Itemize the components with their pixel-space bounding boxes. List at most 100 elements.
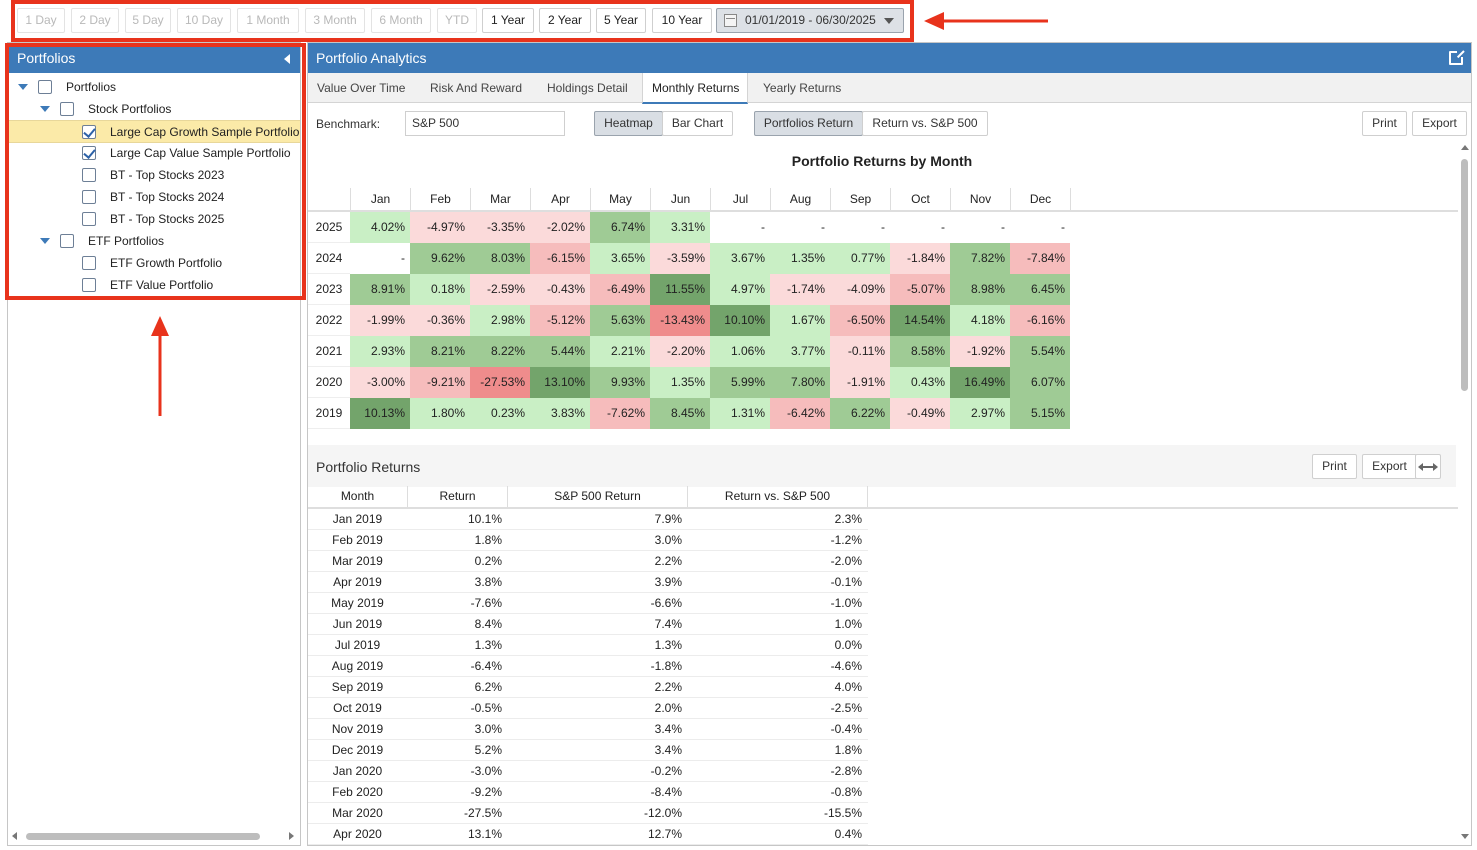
tree-item[interactable]: BT - Top Stocks 2023 [8, 164, 300, 186]
horizontal-scrollbar[interactable] [12, 831, 296, 841]
export-button[interactable]: Export [1412, 111, 1467, 136]
scroll-left-icon[interactable] [12, 832, 17, 840]
heatmap-column-header: Dec [1010, 188, 1070, 210]
expand-triangle-icon[interactable] [18, 84, 28, 90]
bar-chart-button[interactable]: Bar Chart [662, 111, 733, 136]
checkbox[interactable] [82, 278, 96, 292]
tree-item-label: Stock Portfolios [88, 102, 172, 116]
checkbox[interactable] [60, 102, 74, 116]
heatmap-cell: - [950, 212, 1010, 243]
checkbox[interactable] [82, 190, 96, 204]
table-print-button[interactable]: Print [1312, 454, 1357, 479]
tree-item[interactable]: ETF Growth Portfolio [8, 252, 300, 274]
heatmap-cell: 5.99% [710, 367, 770, 398]
range-button[interactable]: 1 Day [17, 8, 65, 33]
table-row: Feb 2020 -9.2% -8.4% -0.8% [308, 782, 868, 803]
range-button[interactable]: 10 Year [652, 8, 712, 33]
range-button[interactable]: 1 Month [237, 8, 299, 33]
table-export-button[interactable]: Export [1362, 454, 1417, 479]
table-cell: 8.4% [474, 617, 502, 631]
tab-bar: Value Over Time Risk And Reward Holdings D… [308, 73, 1471, 104]
checkbox[interactable] [82, 125, 96, 139]
portfolio-returns-title: Portfolio Returns [316, 459, 421, 475]
tree-item[interactable]: Portfolios [8, 76, 300, 98]
heatmap-column-header: Mar [470, 188, 530, 210]
expand-triangle-icon[interactable] [40, 106, 50, 112]
scroll-down-icon[interactable] [1461, 834, 1469, 839]
tree-item[interactable]: ETF Value Portfolio [8, 274, 300, 296]
table-cell: -8.4% [650, 785, 682, 799]
collapse-panel-icon[interactable] [284, 54, 290, 64]
return-vs-benchmark-button[interactable]: Return vs. S&P 500 [862, 111, 988, 136]
table-column-header[interactable]: Return [407, 486, 507, 507]
tab-holdings-detail[interactable]: Holdings Detail [547, 81, 628, 95]
heatmap-cell: -9.21% [410, 367, 470, 398]
table-column-header[interactable]: Month [340, 489, 375, 503]
tab-value-over-time[interactable]: Value Over Time [317, 81, 406, 95]
panel-title: Portfolios [17, 50, 76, 66]
heatmap-cell: 2.97% [950, 398, 1010, 429]
heatmap-cell: 3.67% [710, 243, 770, 274]
heatmap-cell: -1.99% [350, 305, 410, 336]
vertical-scrollbar[interactable] [1461, 145, 1469, 839]
table-cell: 1.3% [654, 638, 682, 652]
table-cell: 0.4% [834, 827, 862, 841]
heatmap-cell: -7.84% [1010, 243, 1070, 274]
table-cell: -4.6% [830, 659, 862, 673]
heatmap-cell: 8.22% [470, 336, 530, 367]
heatmap-cell: 6.45% [1010, 274, 1070, 305]
range-button[interactable]: 5 Year [596, 8, 646, 33]
heatmap-column-header: Jan [350, 188, 410, 210]
tree-item[interactable]: Large Cap Value Sample Portfolio [8, 142, 300, 164]
heatmap-cell: 0.77% [830, 243, 890, 274]
heatmap-cell: 6.74% [590, 212, 650, 243]
table-cell: 2.2% [654, 680, 682, 694]
range-button[interactable]: 1 Year [482, 8, 534, 33]
heatmap-button[interactable]: Heatmap [594, 111, 663, 136]
checkbox[interactable] [82, 168, 96, 182]
range-button[interactable]: YTD [437, 8, 477, 33]
popout-icon[interactable] [1449, 49, 1465, 65]
print-button[interactable]: Print [1362, 111, 1407, 136]
heatmap-column-header: Jul [710, 188, 770, 210]
range-button[interactable]: 2 Day [71, 8, 119, 33]
range-button[interactable]: 2 Year [539, 8, 591, 33]
tab-monthly-returns[interactable]: Monthly Returns [642, 73, 748, 104]
range-button[interactable]: 3 Month [305, 8, 365, 33]
tree-item[interactable]: BT - Top Stocks 2024 [8, 186, 300, 208]
range-button[interactable]: 5 Day [125, 8, 171, 33]
portfolios-panel: Portfolios Portfolios Stock Portfolios Lar… [7, 42, 301, 846]
date-range-dropdown[interactable]: 01/01/2019 - 06/30/2025 [716, 8, 904, 33]
table-cell: -0.8% [830, 785, 862, 799]
tab-yearly-returns[interactable]: Yearly Returns [763, 81, 842, 95]
tab-risk-and-reward[interactable]: Risk And Reward [430, 81, 523, 95]
benchmark-input[interactable]: S&P 500 [405, 111, 565, 136]
expand-triangle-icon[interactable] [40, 238, 50, 244]
scrollbar-thumb[interactable] [26, 833, 260, 840]
table-cell: Jan 2019 [332, 512, 383, 526]
tree-item[interactable]: ETF Portfolios [8, 230, 300, 252]
scroll-up-icon[interactable] [1461, 145, 1469, 150]
portfolios-return-button[interactable]: Portfolios Return [754, 111, 863, 136]
heatmap-column-header: Nov [950, 188, 1010, 210]
scrollbar-thumb[interactable] [1461, 159, 1468, 391]
scroll-right-icon[interactable] [289, 832, 294, 840]
table-column-header[interactable]: Return vs. S&P 500 [687, 486, 867, 507]
tree-item[interactable]: BT - Top Stocks 2025 [8, 208, 300, 230]
calendar-icon [724, 14, 737, 27]
checkbox[interactable] [82, 256, 96, 270]
heatmap-cell: -0.49% [890, 398, 950, 429]
range-button[interactable]: 10 Day [177, 8, 231, 33]
tree-item-label: BT - Top Stocks 2023 [110, 168, 225, 182]
range-button[interactable]: 6 Month [371, 8, 431, 33]
checkbox[interactable] [82, 146, 96, 160]
checkbox[interactable] [60, 234, 74, 248]
tree-item[interactable]: Stock Portfolios [8, 98, 300, 120]
expand-width-icon[interactable] [1415, 454, 1441, 479]
table-cell: 3.9% [654, 575, 682, 589]
heatmap-cell: 6.07% [1010, 367, 1070, 398]
table-column-header[interactable]: S&P 500 Return [507, 486, 687, 507]
tree-item[interactable]: Large Cap Growth Sample Portfolio [8, 120, 300, 143]
checkbox[interactable] [82, 212, 96, 226]
checkbox[interactable] [38, 80, 52, 94]
